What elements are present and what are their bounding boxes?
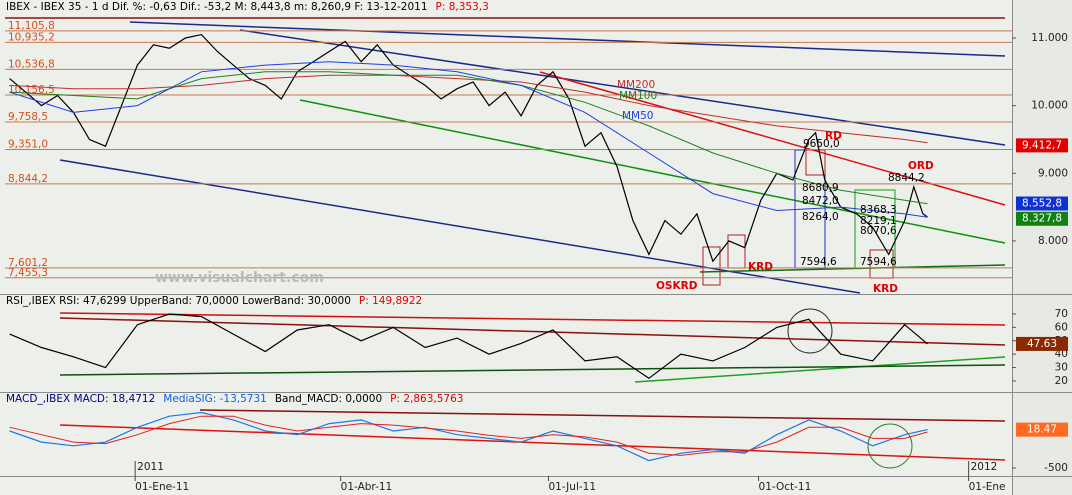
level-label: 10,935,2 bbox=[8, 31, 55, 43]
annotation: KRD bbox=[873, 283, 898, 295]
y-tick-label: 20 bbox=[1055, 375, 1068, 387]
x-tick-label: 01-Jul-11 bbox=[548, 481, 596, 493]
series-name: MM50 bbox=[622, 110, 653, 122]
value-box bbox=[1016, 138, 1068, 153]
annotation: 8844,2 bbox=[888, 172, 925, 184]
series-line bbox=[9, 61, 928, 218]
series-name: MM200 bbox=[617, 79, 655, 91]
value-box bbox=[1016, 196, 1068, 211]
level-label: 8,844,2 bbox=[8, 173, 48, 185]
value-box bbox=[1016, 336, 1068, 351]
series-line bbox=[9, 415, 928, 456]
value-box-label: 18.47 bbox=[1027, 424, 1057, 436]
header-text: MACD_,IBEX MACD: 18,4712 bbox=[6, 393, 155, 405]
y-tick-label: -500 bbox=[1044, 462, 1068, 474]
trendline bbox=[239, 29, 1006, 146]
y-tick-label: 9.000 bbox=[1038, 167, 1068, 179]
value-box-label: 9.412,7 bbox=[1022, 139, 1062, 151]
level-label: 10,536,8 bbox=[8, 58, 55, 70]
header-text: Band_MACD: 0,0000 bbox=[275, 393, 382, 405]
x-tick-label: 01-Ene-11 bbox=[135, 481, 189, 493]
trendlines bbox=[5, 17, 1006, 461]
trendline bbox=[634, 356, 1006, 383]
header-text: MediaSIG: -13,5731 bbox=[163, 393, 267, 405]
series-name: MM100 bbox=[619, 90, 657, 102]
header-text: IBEX - IBEX 35 - 1 d Dif. %: -0,63 Dif.:… bbox=[6, 1, 428, 13]
value-box-label: 8.327,8 bbox=[1022, 213, 1062, 225]
annotation: 8264,0 bbox=[802, 211, 839, 223]
circle bbox=[867, 423, 913, 469]
level-label: 11,105,8 bbox=[8, 20, 55, 32]
trendline bbox=[299, 99, 1006, 244]
y-tick-label: 11.000 bbox=[1031, 32, 1068, 44]
box bbox=[702, 246, 721, 286]
annotation: KRD bbox=[748, 261, 773, 273]
annotation: OSKRD bbox=[656, 280, 698, 292]
y-tick-label: 70 bbox=[1055, 308, 1068, 320]
trendline bbox=[699, 264, 1006, 273]
value-box-label: 47.63 bbox=[1027, 338, 1057, 350]
header-text: P: 2,863,5763 bbox=[390, 393, 463, 405]
y-tick-label: 40 bbox=[1055, 348, 1068, 360]
annotation: ORD bbox=[908, 160, 934, 172]
level-label: 9,758,5 bbox=[8, 111, 48, 123]
trendline bbox=[129, 21, 1006, 57]
x-tick-label: 01-Oct-11 bbox=[759, 481, 812, 493]
trendline bbox=[59, 424, 1006, 461]
series-line bbox=[9, 313, 928, 380]
annotation: 9650,0 bbox=[803, 138, 840, 150]
level-label: 7,455,3 bbox=[8, 267, 48, 279]
trendline bbox=[59, 312, 1006, 326]
y-tick-label: 8.000 bbox=[1038, 235, 1068, 247]
annotation: 8070,6 bbox=[860, 225, 897, 237]
year-label: 2012 bbox=[971, 461, 998, 473]
trendline bbox=[59, 317, 1006, 346]
header-text: RSI_,IBEX RSI: 47,6299 UpperBand: 70,000… bbox=[6, 295, 351, 307]
annotation: 7594,6 bbox=[860, 256, 897, 268]
axis-background bbox=[1012, 0, 1072, 495]
annotation: www.visualchart.com bbox=[155, 270, 324, 286]
x-tick-label: 01-Ene bbox=[969, 481, 1006, 493]
value-box bbox=[1016, 211, 1068, 226]
level-label: 9,351,0 bbox=[8, 139, 48, 151]
trendline bbox=[539, 71, 1006, 206]
annotation: 8680,9 bbox=[802, 182, 839, 194]
annotation: 7594,6 bbox=[800, 256, 837, 268]
value-box-label: 8.552,8 bbox=[1022, 198, 1062, 210]
series-line bbox=[9, 33, 928, 263]
annotation: 8368,3 bbox=[860, 204, 897, 216]
header-text: P: 149,8922 bbox=[359, 295, 422, 307]
y-tick-label: 60 bbox=[1055, 321, 1068, 333]
year-label: 2011 bbox=[137, 461, 164, 473]
series-line bbox=[9, 411, 928, 462]
x-tick-label: 01-Abr-11 bbox=[341, 481, 393, 493]
annotation: RD bbox=[825, 130, 842, 142]
trendline bbox=[59, 364, 1006, 376]
value-box bbox=[1016, 422, 1068, 437]
annotation: 8472,0 bbox=[802, 195, 839, 207]
annotation: 8219,1 bbox=[860, 215, 897, 227]
y-tick-label: 30 bbox=[1055, 362, 1068, 374]
y-tick-label: 10.000 bbox=[1031, 100, 1068, 112]
header-text: P: 8,353,3 bbox=[436, 1, 489, 13]
trendline bbox=[199, 409, 1006, 422]
circle bbox=[787, 308, 833, 354]
level-label: 7,601,2 bbox=[8, 257, 48, 269]
